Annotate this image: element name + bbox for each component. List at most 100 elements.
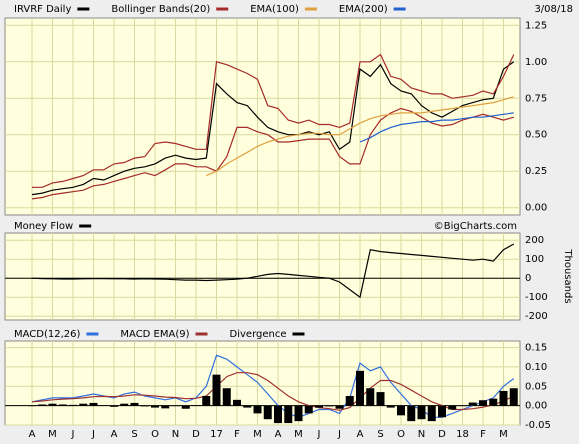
divergence-bar	[192, 405, 200, 406]
legend-label: MACD(12,26)	[14, 329, 81, 340]
divergence-bar	[222, 388, 231, 406]
legend-label: Divergence	[230, 329, 287, 340]
divergence-bar	[171, 405, 180, 407]
divergence-bar	[140, 405, 149, 407]
x-tick-label: A	[275, 429, 282, 440]
x-tick-label: N	[172, 429, 179, 440]
x-tick-label: M	[294, 429, 303, 440]
legend-label: MACD EMA(9)	[120, 329, 189, 340]
divergence-bar	[274, 405, 282, 424]
divergence-bar	[386, 405, 395, 408]
series-line	[32, 53, 515, 188]
x-tick-label: J	[71, 429, 75, 440]
divergence-bar	[427, 405, 436, 422]
x-tick-label: 18	[456, 429, 469, 440]
divergence-bar	[48, 403, 57, 406]
divergence-bar	[89, 402, 98, 406]
y-tick-label: -0.05	[525, 420, 551, 431]
series-line	[31, 107, 514, 200]
divergence-bar	[161, 405, 170, 409]
divergence-bar	[356, 370, 364, 406]
divergence-bar	[294, 405, 303, 422]
date: 3/08/18	[534, 4, 573, 15]
x-tick-label: D	[192, 429, 200, 440]
panel	[4, 17, 521, 216]
x-tick-label: O	[151, 429, 159, 440]
legend-label: IRVRF Daily	[14, 4, 71, 15]
divergence-bar	[202, 395, 211, 406]
y-tick-label: 0.15	[525, 343, 547, 354]
x-tick-label: M	[48, 429, 57, 440]
divergence-bar	[120, 403, 129, 406]
y-tick-label: 0.00	[525, 401, 547, 412]
x-tick-label: F	[480, 429, 486, 440]
divergence-bar	[304, 405, 313, 414]
x-tick-label: S	[131, 429, 137, 440]
x-tick-label: A	[29, 429, 36, 440]
divergence-bar	[28, 405, 36, 407]
divergence-bar	[479, 400, 487, 406]
y-tick-label: -100	[525, 292, 548, 303]
x-tick-label: A	[111, 429, 118, 440]
divergence-bar	[376, 392, 385, 406]
divergence-bar	[407, 405, 416, 422]
series-line	[31, 372, 515, 411]
y-tick-label: -200	[525, 311, 548, 322]
divergence-bar	[345, 395, 354, 406]
y-tick-label: 0.75	[525, 93, 547, 104]
divergence-bar	[397, 405, 405, 416]
divergence-bar	[366, 388, 375, 406]
y-tick-label: 1.25	[525, 20, 547, 31]
x-tick-label: J	[91, 429, 95, 440]
y-tick-label: 0.00	[525, 203, 547, 214]
divergence-bar	[489, 398, 498, 406]
divergence-bar	[38, 404, 47, 406]
divergence-bar	[130, 402, 139, 406]
divergence-bar	[263, 405, 272, 420]
divergence-bar	[284, 405, 293, 424]
divergence-bar	[448, 405, 457, 410]
y-tick-label: 0.10	[525, 362, 547, 373]
divergence-bar	[233, 399, 241, 406]
x-tick-label: M	[499, 429, 508, 440]
legend-label: Money Flow	[14, 221, 73, 232]
divergence-bar	[458, 405, 467, 407]
divergence-bar	[509, 388, 518, 406]
divergence-bar	[417, 405, 426, 420]
x-tick-label: 17	[210, 429, 223, 440]
legend-label: EMA(100)	[250, 4, 299, 15]
divergence-bar	[325, 405, 334, 407]
panel	[4, 232, 521, 321]
y-tick-label: 0.25	[525, 166, 547, 177]
divergence-bar	[110, 405, 118, 407]
divergence-bar	[99, 405, 108, 406]
divergence-bar	[79, 403, 88, 406]
y-tick-label: 1.00	[525, 57, 547, 68]
x-tick-label: J	[337, 429, 341, 440]
divergence-bar	[181, 405, 190, 409]
x-tick-label: J	[317, 429, 321, 440]
x-tick-label: M	[253, 429, 262, 440]
divergence-bar	[438, 405, 446, 418]
x-tick-label: S	[377, 429, 383, 440]
series-line	[206, 96, 514, 177]
divergence-bar	[69, 404, 77, 406]
series-line	[31, 243, 515, 299]
axis-label: Thousands	[562, 248, 573, 303]
divergence-bar	[499, 390, 508, 406]
series-line	[359, 112, 514, 143]
divergence-bar	[212, 374, 221, 406]
y-tick-label: 200	[525, 235, 544, 246]
watermark: ©BigCharts.com	[434, 221, 517, 232]
x-tick-label: F	[234, 429, 240, 440]
divergence-bar	[243, 405, 252, 408]
x-tick-label: O	[397, 429, 405, 440]
series-line	[31, 61, 515, 196]
y-tick-label: 0	[525, 273, 531, 284]
divergence-bar	[58, 404, 67, 406]
y-tick-label: 0.05	[525, 381, 547, 392]
legend-label: EMA(200)	[339, 4, 388, 15]
y-tick-label: 0.50	[525, 130, 547, 141]
y-tick-label: 100	[525, 254, 544, 265]
